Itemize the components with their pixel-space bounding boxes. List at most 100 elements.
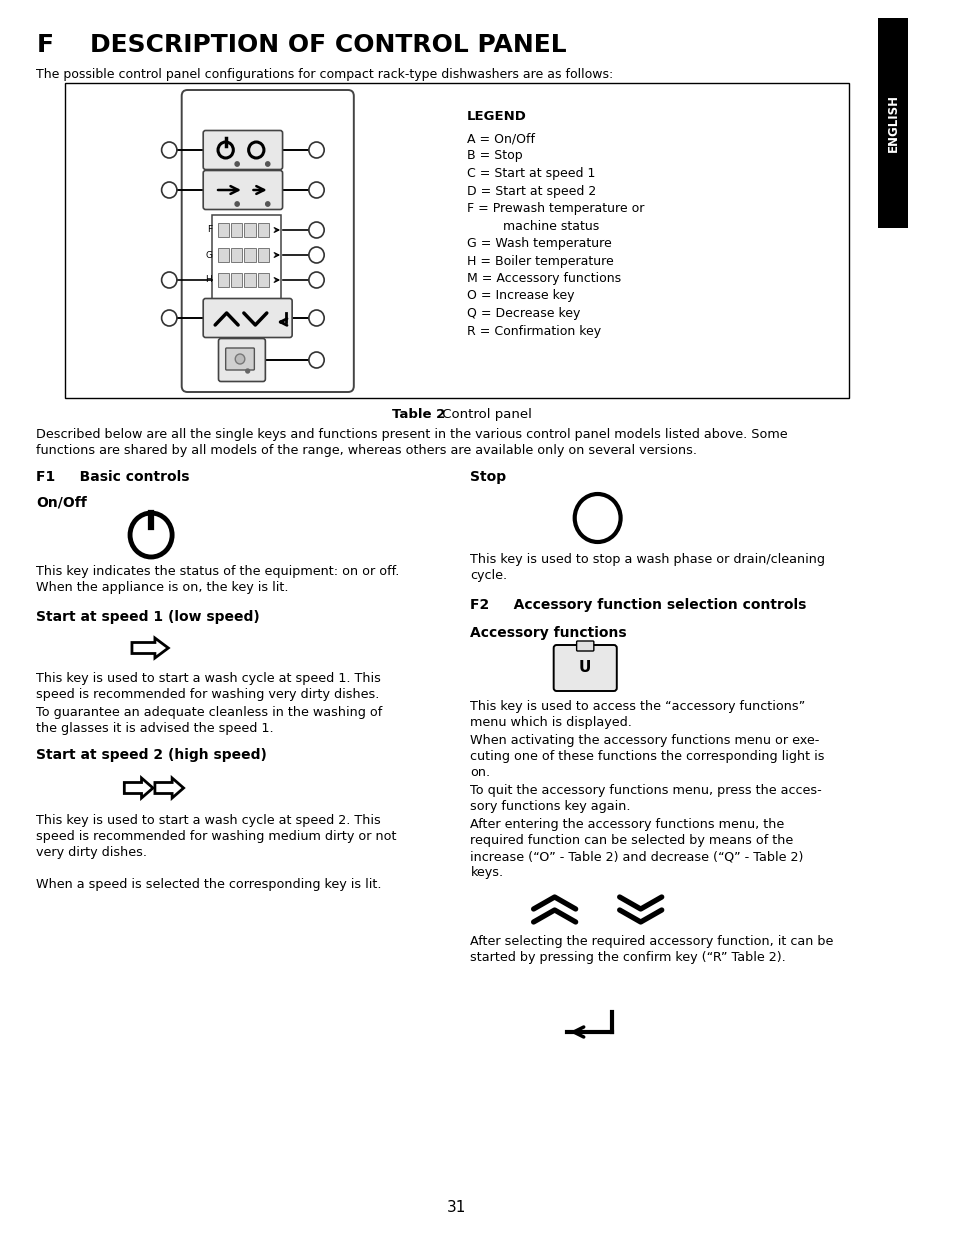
- Text: Q = Decrease key: Q = Decrease key: [466, 308, 579, 320]
- FancyBboxPatch shape: [217, 222, 229, 236]
- Text: F = Prewash temperature or: F = Prewash temperature or: [466, 203, 643, 215]
- FancyArrow shape: [154, 778, 183, 798]
- Text: On/Off: On/Off: [36, 495, 87, 509]
- Text: on.: on.: [470, 766, 490, 779]
- Circle shape: [265, 162, 270, 167]
- FancyBboxPatch shape: [257, 222, 269, 236]
- Circle shape: [161, 272, 176, 288]
- FancyArrow shape: [124, 778, 152, 798]
- Circle shape: [309, 182, 324, 198]
- FancyBboxPatch shape: [213, 215, 281, 305]
- Text: H: H: [205, 275, 213, 284]
- FancyBboxPatch shape: [244, 222, 255, 236]
- Text: functions are shared by all models of the range, whereas others are available on: functions are shared by all models of th…: [36, 445, 697, 457]
- Circle shape: [234, 201, 239, 206]
- Text: Control panel: Control panel: [437, 408, 531, 421]
- Text: F: F: [36, 33, 53, 57]
- Text: menu which is displayed.: menu which is displayed.: [470, 716, 632, 729]
- Text: required function can be selected by means of the: required function can be selected by mea…: [470, 834, 793, 847]
- Text: After selecting the required accessory function, it can be: After selecting the required accessory f…: [470, 935, 833, 948]
- FancyBboxPatch shape: [203, 131, 282, 169]
- Text: When the appliance is on, the key is lit.: When the appliance is on, the key is lit…: [36, 580, 289, 594]
- Text: This key is used to start a wash cycle at speed 1. This: This key is used to start a wash cycle a…: [36, 672, 381, 685]
- Circle shape: [246, 369, 250, 373]
- Text: C = Start at speed 1: C = Start at speed 1: [466, 167, 595, 180]
- Text: After entering the accessory functions menu, the: After entering the accessory functions m…: [470, 818, 784, 831]
- Text: Start at speed 2 (high speed): Start at speed 2 (high speed): [36, 748, 267, 762]
- Text: Start at speed 1 (low speed): Start at speed 1 (low speed): [36, 610, 260, 624]
- FancyArrow shape: [132, 638, 168, 658]
- Text: D = Start at speed 2: D = Start at speed 2: [466, 184, 596, 198]
- FancyBboxPatch shape: [257, 273, 269, 287]
- Circle shape: [309, 222, 324, 238]
- Text: G = Wash temperature: G = Wash temperature: [466, 237, 611, 249]
- Text: DESCRIPTION OF CONTROL PANEL: DESCRIPTION OF CONTROL PANEL: [55, 33, 566, 57]
- Text: This key is used to access the “accessory functions”: This key is used to access the “accessor…: [470, 700, 805, 713]
- Text: Accessory functions: Accessory functions: [470, 626, 626, 640]
- FancyBboxPatch shape: [257, 247, 269, 262]
- Circle shape: [309, 142, 324, 158]
- Text: When activating the accessory functions menu or exe-: When activating the accessory functions …: [470, 734, 819, 747]
- Text: ENGLISH: ENGLISH: [885, 94, 899, 152]
- FancyBboxPatch shape: [226, 348, 254, 370]
- Circle shape: [161, 310, 176, 326]
- FancyBboxPatch shape: [217, 247, 229, 262]
- Circle shape: [161, 182, 176, 198]
- Text: speed is recommended for washing very dirty dishes.: speed is recommended for washing very di…: [36, 688, 379, 701]
- Text: machine status: machine status: [466, 220, 598, 232]
- Text: started by pressing the confirm key (“R” Table 2).: started by pressing the confirm key (“R”…: [470, 951, 785, 965]
- Text: U: U: [578, 661, 591, 676]
- Circle shape: [161, 142, 176, 158]
- FancyBboxPatch shape: [203, 299, 292, 337]
- Text: H = Boiler temperature: H = Boiler temperature: [466, 254, 613, 268]
- Bar: [877, 19, 907, 228]
- Circle shape: [130, 513, 172, 557]
- Text: Stop: Stop: [470, 471, 506, 484]
- Text: The possible control panel configurations for compact rack-type dishwashers are : The possible control panel configuration…: [36, 68, 613, 82]
- Text: M = Accessory functions: M = Accessory functions: [466, 272, 620, 285]
- Circle shape: [265, 201, 270, 206]
- Text: very dirty dishes.: very dirty dishes.: [36, 846, 147, 860]
- Text: speed is recommended for washing medium dirty or not: speed is recommended for washing medium …: [36, 830, 396, 844]
- FancyBboxPatch shape: [244, 273, 255, 287]
- Text: To guarantee an adequate cleanless in the washing of: To guarantee an adequate cleanless in th…: [36, 706, 382, 719]
- Text: 31: 31: [446, 1200, 465, 1215]
- Circle shape: [249, 142, 264, 158]
- FancyBboxPatch shape: [231, 247, 242, 262]
- FancyBboxPatch shape: [203, 170, 282, 210]
- Text: When a speed is selected the corresponding key is lit.: When a speed is selected the correspondi…: [36, 878, 381, 890]
- Circle shape: [309, 352, 324, 368]
- FancyBboxPatch shape: [231, 273, 242, 287]
- Circle shape: [309, 247, 324, 263]
- FancyBboxPatch shape: [217, 273, 229, 287]
- Text: Described below are all the single keys and functions present in the various con: Described below are all the single keys …: [36, 429, 787, 441]
- Text: increase (“O” - Table 2) and decrease (“Q” - Table 2): increase (“O” - Table 2) and decrease (“…: [470, 850, 803, 863]
- FancyBboxPatch shape: [218, 338, 265, 382]
- Text: F2     Accessory function selection controls: F2 Accessory function selection controls: [470, 598, 806, 613]
- Text: A = On/Off: A = On/Off: [466, 132, 534, 144]
- Text: This key indicates the status of the equipment: on or off.: This key indicates the status of the equ…: [36, 564, 399, 578]
- Text: To quit the accessory functions menu, press the acces-: To quit the accessory functions menu, pr…: [470, 784, 821, 797]
- FancyBboxPatch shape: [65, 83, 848, 398]
- Circle shape: [218, 142, 233, 158]
- Text: cuting one of these functions the corresponding light is: cuting one of these functions the corres…: [470, 750, 824, 763]
- FancyBboxPatch shape: [244, 247, 255, 262]
- Circle shape: [309, 310, 324, 326]
- Text: This key is used to start a wash cycle at speed 2. This: This key is used to start a wash cycle a…: [36, 814, 380, 827]
- Text: G: G: [205, 251, 213, 259]
- Text: F: F: [207, 226, 213, 235]
- FancyBboxPatch shape: [181, 90, 354, 391]
- Text: the glasses it is advised the speed 1.: the glasses it is advised the speed 1.: [36, 722, 274, 735]
- FancyBboxPatch shape: [553, 645, 617, 692]
- Circle shape: [235, 354, 245, 364]
- Text: O = Increase key: O = Increase key: [466, 289, 574, 303]
- Text: cycle.: cycle.: [470, 569, 507, 582]
- Text: F1     Basic controls: F1 Basic controls: [36, 471, 190, 484]
- Text: sory functions key again.: sory functions key again.: [470, 800, 630, 813]
- Text: This key is used to stop a wash phase or drain/cleaning: This key is used to stop a wash phase or…: [470, 553, 824, 566]
- FancyBboxPatch shape: [576, 641, 593, 651]
- Circle shape: [309, 272, 324, 288]
- Text: LEGEND: LEGEND: [466, 110, 526, 124]
- Circle shape: [234, 162, 239, 167]
- FancyBboxPatch shape: [231, 222, 242, 236]
